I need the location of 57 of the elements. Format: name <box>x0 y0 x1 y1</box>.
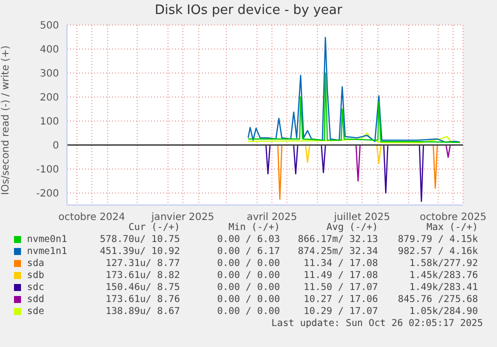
y-tick-label: 0 <box>52 140 59 152</box>
chart-title: Disk IOs per device - by year <box>154 3 344 18</box>
text: 1.49k/283.41 <box>409 282 478 293</box>
text: 0.00 / 6.03 <box>217 234 280 245</box>
text: 879.79 / 4.15k <box>398 234 478 245</box>
text: Min (-/+) <box>228 222 280 233</box>
legend-label: sdc <box>27 282 44 293</box>
text: 1.05k/284.90 <box>409 306 478 317</box>
text: 1.58k/277.92 <box>409 258 478 269</box>
x-tick-label: avril 2025 <box>246 212 298 224</box>
text: 0.00 / 0.00 <box>217 258 280 269</box>
text: Last update: Sun Oct 26 02:05:17 2025 <box>271 318 483 329</box>
y-axis-title: IOs/second read (-) / write (+) <box>0 45 12 195</box>
text: 127.31u/ 8.77 <box>106 258 180 269</box>
y-tick-label: 400 <box>40 44 59 56</box>
text: Avg (-/+) <box>326 222 378 233</box>
text: 578.70u/ 10.75 <box>100 234 180 245</box>
text: 11.49 / 17.08 <box>304 270 378 281</box>
text: 451.39u/ 10.92 <box>100 246 180 257</box>
text: 0.00 / 0.00 <box>217 294 280 305</box>
legend-label: sde <box>27 306 44 317</box>
legend-label: sdd <box>27 294 44 305</box>
legend-label: nvme1n1 <box>27 246 68 257</box>
text: 874.25m/ 32.34 <box>298 246 378 257</box>
legend-label: nvme0n1 <box>27 234 68 245</box>
text: Max (-/+) <box>426 222 478 233</box>
text: 0.00 / 0.00 <box>217 270 280 281</box>
y-tick-label: 200 <box>40 92 59 104</box>
y-tick-label: 100 <box>40 116 59 128</box>
text: 1.45k/283.76 <box>409 270 478 281</box>
x-tick-label: octobre 2025 <box>420 212 486 224</box>
text: 10.27 / 17.06 <box>304 294 378 305</box>
text: 11.50 / 17.07 <box>304 282 378 293</box>
text: 0.00 / 0.00 <box>217 306 280 317</box>
text: 173.61u/ 8.82 <box>106 270 180 281</box>
text: 0.00 / 6.17 <box>217 246 280 257</box>
legend-label: sdb <box>27 270 44 281</box>
x-tick-label: janvier 2025 <box>150 212 214 224</box>
line-series <box>248 36 461 143</box>
x-tick-label: juillet 2025 <box>332 212 390 224</box>
text: 150.46u/ 8.75 <box>106 282 180 293</box>
text: 138.89u/ 8.67 <box>106 306 180 317</box>
y-tick-label: 500 <box>40 20 59 32</box>
x-tick-label: octobre 2024 <box>58 212 126 224</box>
text: 982.57 / 4.16k <box>398 246 478 257</box>
legend-label: sda <box>27 258 44 269</box>
text: 10.29 / 17.07 <box>304 306 378 317</box>
y-tick-label: -100 <box>36 164 59 176</box>
text: 11.34 / 17.08 <box>304 258 378 269</box>
line-series <box>248 72 461 143</box>
text: 866.17m/ 32.13 <box>298 234 378 245</box>
text: 845.76 /275.68 <box>398 294 478 305</box>
text: Cur (-/+) <box>128 222 180 233</box>
text: 173.61u/ 8.76 <box>106 294 180 305</box>
y-tick-label: -200 <box>36 188 59 200</box>
y-tick-label: 300 <box>40 68 59 80</box>
text: 0.00 / 0.00 <box>217 282 280 293</box>
